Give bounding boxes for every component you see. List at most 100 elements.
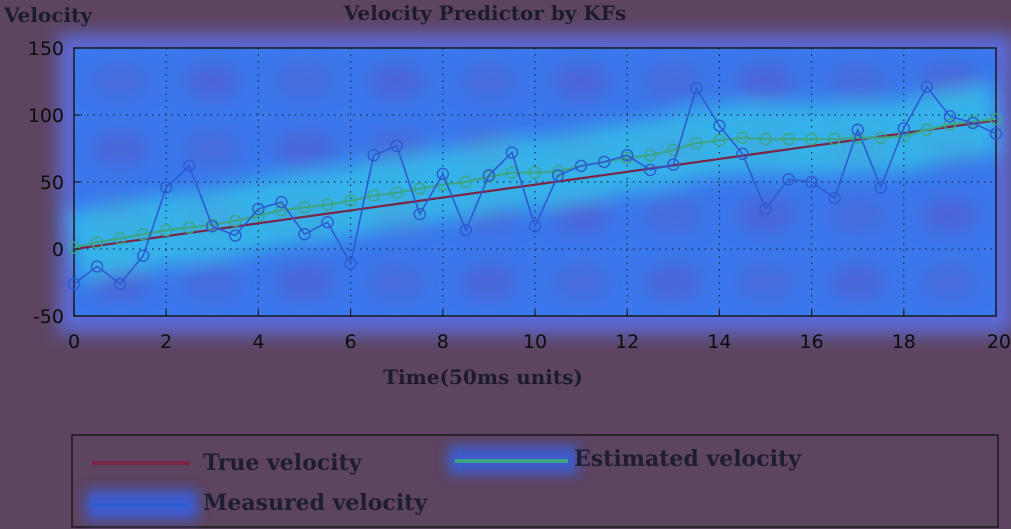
data-point-measured-velocity (206, 220, 219, 233)
legend-item-measured-velocity: Measured velocity (86, 490, 428, 520)
y-tick-label: 50 (40, 172, 64, 194)
data-point-measured-velocity (690, 81, 703, 95)
x-axis-label: Time(50ms units) (383, 365, 583, 389)
data-point-measured-velocity (644, 163, 657, 177)
series-layer (67, 80, 1003, 291)
data-point-measured-velocity (159, 181, 173, 194)
heat-blob (551, 197, 612, 234)
data-point-measured-velocity (229, 229, 242, 242)
heat-blob (551, 264, 612, 301)
y-tick-label: 0 (52, 239, 64, 261)
data-point-estimated-velocity (943, 118, 957, 131)
legend-label-true-velocity: True velocity (203, 450, 363, 476)
heat-blob (735, 264, 796, 301)
data-point-measured-velocity (298, 228, 311, 241)
x-tick-label: 4 (252, 331, 264, 353)
heat-blob (827, 197, 888, 234)
data-point-measured-velocity (344, 257, 357, 270)
heat-blob (735, 197, 796, 234)
data-point-measured-velocity (413, 207, 426, 221)
data-point-estimated-velocity (367, 189, 380, 202)
legend: True velocity Estimated velocity Measure… (71, 434, 999, 528)
data-point-measured-velocity (828, 191, 841, 205)
heat-blob (274, 63, 335, 100)
heat-blob (827, 264, 888, 301)
data-point-estimated-velocity (136, 228, 150, 241)
heat-blob (182, 264, 243, 301)
y-tick-label: 100 (28, 105, 64, 127)
data-point-measured-velocity (920, 80, 934, 94)
x-tick-label: 10 (523, 331, 547, 353)
legend-item-estimated-velocity: Estimated velocity (448, 446, 802, 474)
x-tick-label: 0 (68, 331, 80, 353)
x-tick-label: 20 (987, 331, 1011, 353)
data-point-estimated-velocity (667, 143, 680, 157)
heat-blob (182, 130, 243, 167)
heat-blob (274, 130, 335, 167)
series-measured-velocity (67, 80, 1003, 291)
x-tick-label: 2 (160, 331, 172, 353)
chart-title: Velocity Predictor by KFs (343, 1, 627, 25)
data-point-measured-velocity (528, 220, 542, 233)
x-tick-label: 14 (707, 331, 731, 353)
data-point-measured-velocity (621, 148, 634, 162)
data-point-estimated-velocity (736, 131, 749, 144)
data-point-estimated-velocity (690, 136, 703, 150)
heat-blob (458, 264, 519, 301)
data-point-estimated-velocity (90, 236, 104, 249)
data-point-measured-velocity (252, 202, 265, 216)
data-point-measured-velocity (989, 127, 1003, 140)
data-point-estimated-velocity (782, 132, 795, 146)
heat-blob (274, 264, 335, 301)
data-point-estimated-velocity (851, 131, 864, 144)
data-point-estimated-velocity (390, 186, 403, 199)
data-point-measured-velocity (367, 148, 380, 162)
heat-blob (643, 197, 704, 234)
data-point-estimated-velocity (528, 166, 542, 179)
x-tick-label: 18 (892, 331, 916, 353)
data-point-estimated-velocity (113, 232, 127, 245)
data-point-measured-velocity (390, 139, 403, 153)
data-point-measured-velocity (943, 110, 957, 123)
series-line-measured-velocity (73, 85, 997, 285)
data-point-estimated-velocity (897, 130, 910, 143)
heat-blob (919, 197, 980, 234)
data-point-measured-velocity (805, 175, 818, 189)
data-point-estimated-velocity (989, 112, 1003, 126)
data-point-estimated-velocity (805, 132, 818, 146)
heat-blob (551, 63, 612, 100)
legend-item-true-velocity: True velocity (92, 450, 363, 476)
data-point-measured-velocity (897, 122, 910, 135)
data-point-measured-velocity (667, 158, 680, 171)
x-tick-label: 12 (615, 331, 639, 353)
series-true-velocity (73, 119, 997, 251)
y-tick-label: -50 (33, 306, 64, 328)
data-point-estimated-velocity (759, 132, 772, 146)
heat-blob (182, 63, 243, 100)
data-point-measured-velocity (482, 169, 496, 182)
heat-blob (366, 63, 427, 100)
data-point-estimated-velocity (920, 123, 934, 136)
data-point-estimated-velocity (229, 214, 242, 228)
data-point-estimated-velocity (321, 198, 334, 211)
data-point-estimated-velocity (413, 182, 426, 195)
data-point-estimated-velocity (644, 148, 657, 162)
data-point-estimated-velocity (459, 175, 473, 189)
data-point-measured-velocity (966, 116, 980, 130)
data-point-measured-velocity (713, 119, 726, 132)
heat-blob (90, 63, 151, 100)
data-point-measured-velocity (459, 224, 473, 237)
series-line-estimated-velocity (73, 117, 997, 249)
heat-blob (643, 63, 704, 100)
data-point-measured-velocity (321, 215, 334, 229)
heat-blob (919, 264, 980, 301)
data-point-estimated-velocity (183, 221, 196, 234)
data-point-measured-velocity (851, 123, 864, 136)
legend-box (71, 434, 999, 528)
data-point-measured-velocity (551, 169, 565, 182)
data-point-measured-velocity (436, 167, 449, 181)
heat-blob (90, 130, 151, 167)
data-point-measured-velocity (574, 159, 588, 173)
x-tick-label: 8 (437, 331, 449, 353)
